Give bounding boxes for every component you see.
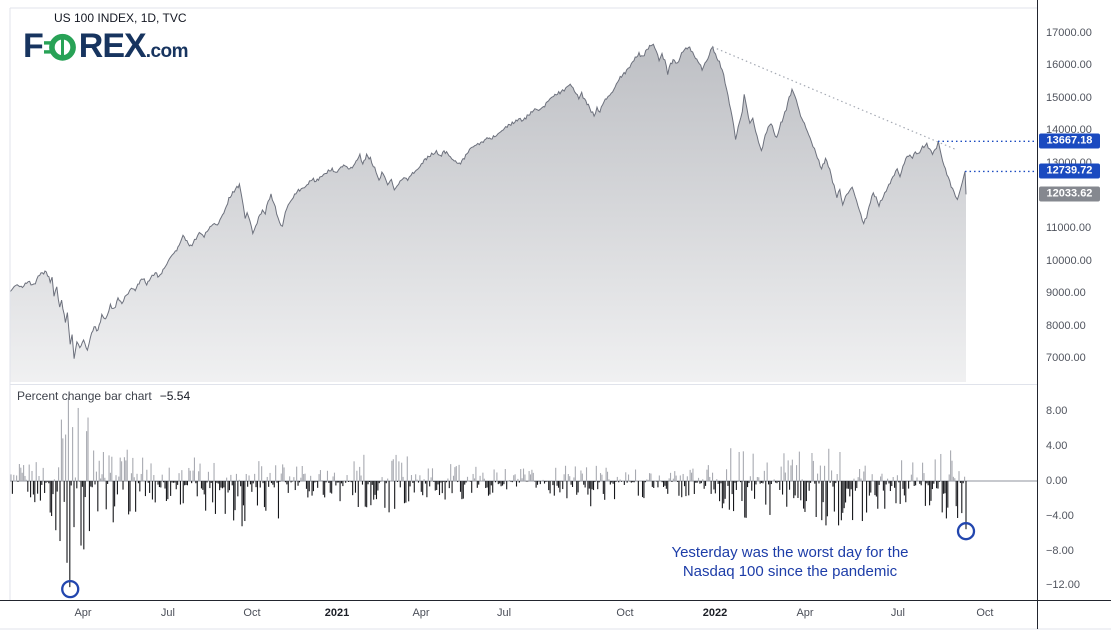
price-badge-last-price: 12033.62: [1039, 186, 1100, 202]
price-tick-label: 17000.00: [1046, 26, 1092, 39]
price-tick-label: 8000.00: [1046, 319, 1086, 332]
logo-dotcom: .com: [145, 41, 189, 62]
symbol-title: US 100 INDEX, 1D, TVC: [54, 11, 187, 25]
time-month-label: Jul: [890, 607, 905, 619]
percent-tick-label: 4.00: [1046, 440, 1068, 453]
time-month-label: Apr: [412, 607, 430, 619]
trendline-drawing[interactable]: [712, 46, 958, 151]
logo-letter-f: F: [23, 27, 44, 65]
time-month-label: Apr: [74, 607, 92, 619]
lower-pane-label: Percent change bar chart −5.54: [17, 389, 190, 403]
time-month-label: Oct: [616, 607, 634, 619]
annotation-text[interactable]: Yesterday was the worst day for the Nasd…: [640, 543, 940, 581]
price-area-series: [9, 43, 967, 383]
circle-drawing[interactable]: [61, 579, 80, 599]
price-badge-level: 13667.18: [1039, 133, 1100, 149]
price-tick-label: 16000.00: [1046, 59, 1092, 72]
percent-tick-label: −12.00: [1046, 579, 1080, 592]
circle-drawing[interactable]: [956, 522, 976, 541]
annotation-line1: Yesterday was the worst day for the: [671, 544, 909, 561]
price-tick-label: 9000.00: [1046, 287, 1086, 299]
pane-label-value: −5.54: [159, 389, 191, 403]
time-year-label: 2021: [324, 607, 350, 619]
time-month-label: Jul: [160, 607, 175, 619]
percent-tick-label: −4.00: [1046, 509, 1074, 522]
annotation-line2: Nasdaq 100 since the pandemic: [682, 563, 898, 580]
price-tick-label: 11000.00: [1046, 222, 1092, 234]
price-badge-level: 12739.72: [1039, 163, 1100, 179]
percent-change-bars: [10, 396, 967, 588]
time-month-label: Jul: [496, 607, 512, 619]
time-month-label: Oct: [976, 607, 994, 619]
time-month-label: Apr: [796, 607, 814, 619]
forex-logo: F REX .com: [23, 27, 189, 65]
percent-tick-label: −8.00: [1046, 544, 1074, 557]
price-tick-label: 15000.00: [1046, 91, 1092, 104]
time-year-label: 2022: [702, 607, 728, 619]
price-tick-label: 14000.00: [1046, 124, 1092, 137]
logo-letters-rex: REX: [78, 27, 147, 65]
forex-o-plug-icon: [43, 33, 76, 61]
percent-tick-label: 8.00: [1046, 405, 1068, 418]
pane-label-text: Percent change bar chart: [17, 389, 152, 403]
price-tick-label: 7000.00: [1046, 352, 1086, 364]
percent-tick-label: 0.00: [1046, 475, 1068, 488]
price-tick-label: 10000.00: [1046, 254, 1092, 267]
time-month-label: Oct: [243, 607, 261, 619]
